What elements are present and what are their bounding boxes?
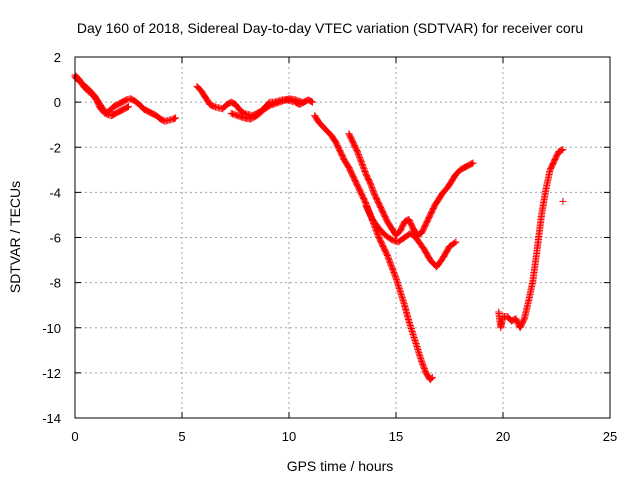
grid-lines — [75, 57, 610, 418]
data-point — [427, 375, 435, 383]
data-point — [452, 238, 460, 246]
y-tick-label: 2 — [54, 50, 61, 65]
y-tick-label: -4 — [49, 185, 61, 200]
y-tick-label: -12 — [42, 366, 61, 381]
x-tick-label: 15 — [389, 429, 403, 444]
y-tick-label: -6 — [49, 231, 61, 246]
data-point — [309, 98, 317, 106]
data-point — [125, 103, 132, 111]
data-point — [558, 146, 566, 154]
data-point — [391, 273, 399, 281]
data-point — [559, 146, 567, 154]
x-tick-label: 10 — [282, 429, 296, 444]
data-point — [298, 98, 306, 106]
data-point — [171, 114, 179, 122]
data-point — [451, 239, 459, 247]
y-tick-label: -10 — [42, 321, 61, 336]
x-tick-label: 25 — [603, 429, 617, 444]
data-point — [468, 160, 476, 168]
chart-title: Day 160 of 2018, Sidereal Day-to-day VTE… — [77, 20, 583, 36]
data-point — [469, 159, 477, 167]
y-tick-label: 0 — [54, 95, 61, 110]
y-axis-label: SDTVAR / TECUs — [7, 181, 23, 293]
y-tick-label: -2 — [49, 140, 61, 155]
y-tick-label: -8 — [49, 276, 61, 291]
data-point — [428, 373, 436, 381]
x-axis-label: GPS time / hours — [287, 458, 394, 474]
x-tick-label: 0 — [71, 429, 78, 444]
axis-ticks: 0 5 10 15 20 25 -14 -12 -10 -8 -6 -4 -2 0 2 — [42, 50, 617, 444]
x-tick-label: 20 — [496, 429, 510, 444]
data-point — [307, 98, 315, 106]
x-tick-label: 5 — [178, 429, 185, 444]
y-tick-label: -14 — [42, 411, 61, 426]
data-point — [123, 103, 131, 111]
data-point — [172, 114, 180, 122]
data-point — [559, 197, 567, 205]
data-points — [71, 71, 567, 384]
